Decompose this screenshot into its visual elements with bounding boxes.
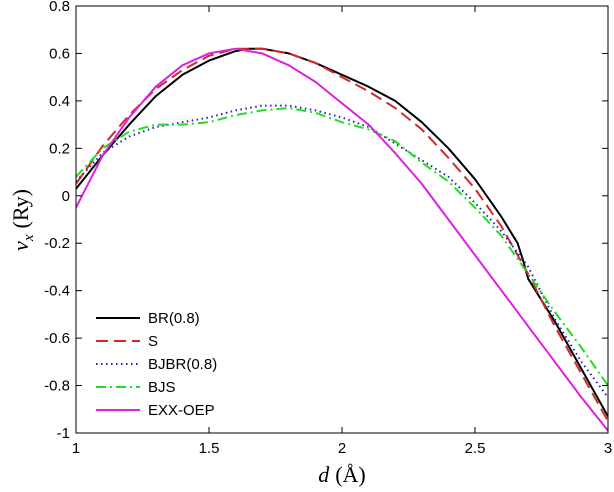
y-axis-label-sub: x — [21, 234, 37, 242]
y-tick-label: 0.6 — [49, 45, 70, 62]
series-layer — [76, 47, 608, 432]
series-line-4 — [76, 47, 608, 432]
series-line-1 — [76, 47, 608, 422]
legend-label-2: BJBR(0.8) — [148, 356, 217, 373]
y-tick-label: 0.4 — [49, 93, 70, 110]
x-tick-label: 1 — [72, 440, 80, 457]
x-tick-label: 1.5 — [199, 440, 220, 457]
y-tick-label: 0 — [62, 188, 70, 205]
x-tick-label: 2 — [338, 440, 346, 457]
legend-label-0: BR(0.8) — [148, 310, 200, 327]
y-axis-label-var: v — [8, 241, 33, 251]
series-line-0 — [76, 47, 608, 417]
legend-label-4: EXX-OEP — [148, 402, 215, 419]
series-line-2 — [76, 104, 608, 398]
ticks-layer: 1 1.5 2 2.5 3 -1 -0.8 -0.6 -0.4 -0.2 0 0.2 0.4 0.6 0.8 — [44, 0, 612, 457]
legend-label-1: S — [148, 333, 158, 350]
y-axis-label: vx (Ry) — [8, 189, 37, 251]
x-tick-label: 3 — [604, 440, 612, 457]
y-tick-label: 0.2 — [49, 140, 70, 157]
x-axis-label: d (Å) — [318, 462, 366, 487]
legend: BR(0.8) S BJBR(0.8) BJS EXX-OEP — [86, 300, 244, 427]
y-tick-label: 0.8 — [49, 0, 70, 15]
y-tick-label: -0.4 — [44, 283, 70, 300]
x-tick-label: 2.5 — [465, 440, 486, 457]
y-axis-label-unit: (Ry) — [8, 189, 33, 228]
y-tick-label: -0.8 — [44, 378, 70, 395]
y-tick-label: -0.6 — [44, 330, 70, 347]
series-line-3 — [76, 107, 608, 387]
y-tick-label: -1 — [57, 425, 70, 442]
y-tick-label: -0.2 — [44, 235, 70, 252]
legend-label-3: BJS — [148, 379, 176, 396]
x-axis-label-var: d — [318, 462, 330, 487]
x-axis-label-unit: (Å) — [335, 462, 366, 487]
